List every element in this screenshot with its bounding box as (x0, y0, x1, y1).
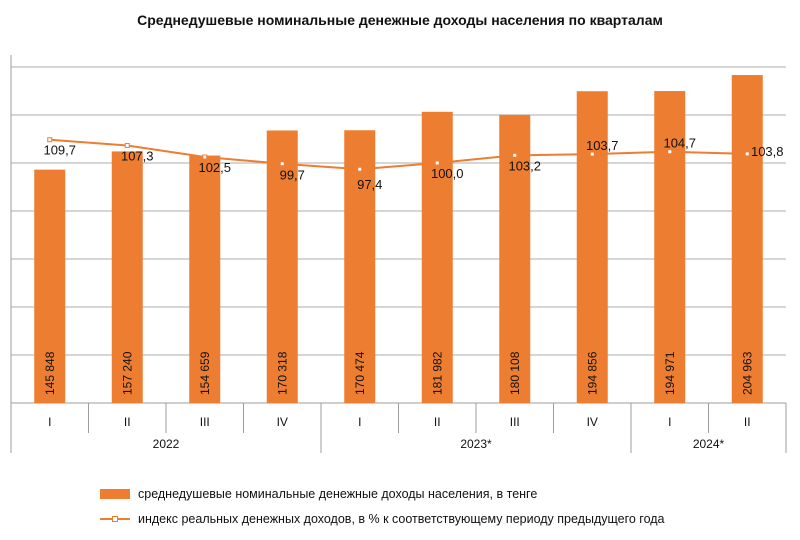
bar (189, 155, 221, 403)
legend-item-line: индекс реальных денежных доходов, в % к … (100, 512, 665, 526)
quarter-label: IV (587, 415, 598, 429)
year-label: 2022 (153, 437, 180, 451)
index-point (667, 149, 673, 155)
index-point (512, 152, 518, 158)
legend-label-line: индекс реальных денежных доходов, в % к … (138, 512, 665, 526)
quarter-label: III (510, 415, 520, 429)
bar-value-label: 145 848 (43, 351, 57, 395)
bar (654, 91, 686, 404)
index-value-label: 103,8 (751, 144, 784, 159)
quarter-label: IV (277, 415, 288, 429)
index-value-label: 97,4 (357, 177, 382, 192)
legend-bar-swatch (100, 489, 130, 499)
bar-value-label: 204 963 (740, 351, 754, 395)
index-value-label: 103,7 (586, 138, 619, 153)
bar (576, 91, 608, 403)
bar-value-label: 157 240 (120, 351, 134, 395)
bar (266, 130, 298, 403)
index-point (744, 151, 750, 157)
index-value-label: 107,3 (121, 148, 154, 163)
bar (499, 114, 531, 403)
quarter-label: I (48, 415, 51, 429)
bar (731, 75, 763, 403)
year-label: 2024* (693, 437, 725, 451)
bar-value-label: 154 659 (198, 351, 212, 395)
quarter-label: I (358, 415, 361, 429)
index-point (202, 154, 208, 160)
bar (344, 130, 376, 404)
quarter-label: III (200, 415, 210, 429)
legend-line-swatch (100, 513, 130, 525)
index-point (357, 166, 363, 172)
index-point (124, 142, 130, 148)
quarter-label: II (434, 415, 441, 429)
chart-title: Среднедушевые номинальные денежные доход… (137, 12, 663, 28)
index-point (589, 151, 595, 157)
legend-label-bars: среднедушевые номинальные денежные доход… (138, 487, 538, 501)
bar-value-label: 194 971 (663, 351, 677, 395)
index-value-label: 104,7 (663, 136, 696, 151)
quarter-label: I (668, 415, 671, 429)
bar (111, 151, 143, 403)
index-point (47, 137, 53, 143)
index-value-label: 99,7 (280, 168, 305, 183)
quarter-label: II (124, 415, 131, 429)
index-value-label: 109,7 (43, 143, 76, 158)
index-value-label: 103,2 (508, 158, 541, 173)
index-line (49, 138, 748, 171)
legend-item-bars: среднедушевые номинальные денежные доход… (100, 487, 537, 501)
index-value-label: 102,5 (198, 160, 231, 175)
bar-value-label: 194 856 (585, 351, 599, 395)
bar (421, 111, 453, 403)
index-value-label: 100,0 (431, 166, 464, 181)
bar-value-label: 181 982 (430, 351, 444, 395)
bar-value-label: 180 108 (508, 351, 522, 395)
index-point (434, 160, 440, 166)
index-point (279, 161, 285, 167)
quarter-label: II (744, 415, 751, 429)
year-label: 2023* (460, 437, 492, 451)
bar-value-label: 170 474 (353, 351, 367, 395)
bar (34, 169, 66, 403)
bar-value-label: 170 318 (275, 351, 289, 395)
